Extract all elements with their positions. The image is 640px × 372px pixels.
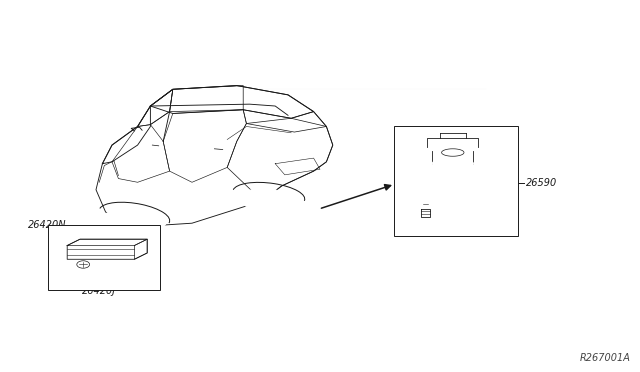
Bar — [48, 225, 160, 290]
Text: R267001A: R267001A — [580, 353, 630, 363]
Ellipse shape — [103, 209, 166, 231]
Ellipse shape — [432, 158, 474, 169]
Bar — [394, 126, 518, 236]
Ellipse shape — [237, 189, 300, 211]
Ellipse shape — [432, 145, 474, 156]
Text: 26420N: 26420N — [28, 220, 66, 230]
Ellipse shape — [420, 199, 431, 209]
Text: 26590: 26590 — [526, 179, 557, 188]
Text: 26420J: 26420J — [82, 286, 116, 296]
Text: 26590E: 26590E — [451, 204, 488, 214]
